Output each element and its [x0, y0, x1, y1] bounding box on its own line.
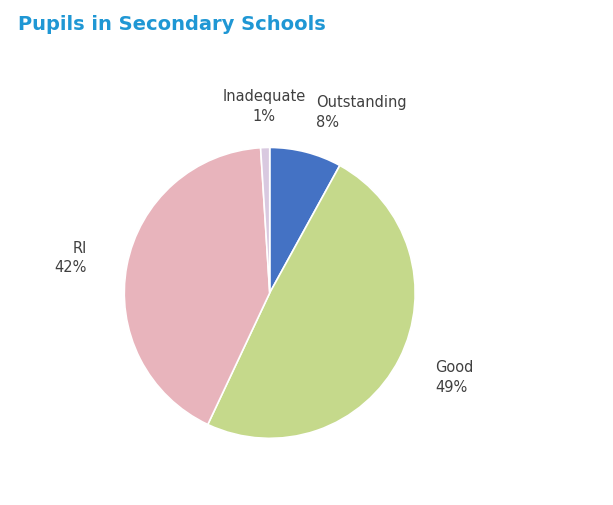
Wedge shape	[261, 147, 270, 293]
Text: RI
42%: RI 42%	[55, 240, 87, 275]
Text: Pupils in Secondary Schools: Pupils in Secondary Schools	[18, 15, 326, 34]
Text: Good
49%: Good 49%	[436, 360, 474, 395]
Text: Inadequate
1%: Inadequate 1%	[223, 89, 305, 124]
Wedge shape	[270, 147, 340, 293]
Text: Outstanding
8%: Outstanding 8%	[316, 95, 406, 130]
Wedge shape	[124, 148, 270, 425]
Wedge shape	[208, 166, 415, 438]
